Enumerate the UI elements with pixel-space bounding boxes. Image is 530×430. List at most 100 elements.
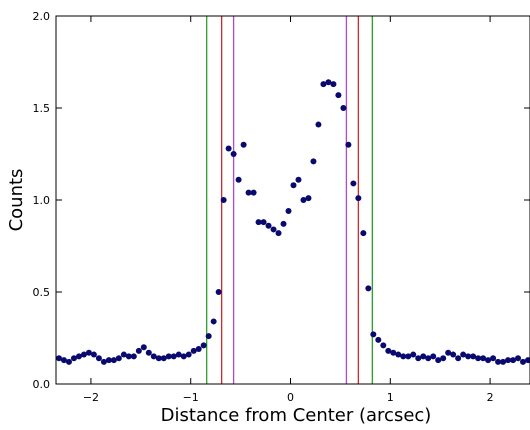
data-point	[250, 189, 257, 196]
data-point	[410, 351, 417, 358]
data-point	[490, 355, 497, 362]
data-point	[195, 346, 202, 353]
data-point	[160, 355, 167, 362]
vertical-lines	[206, 16, 373, 384]
data-point	[275, 230, 282, 237]
data-point	[65, 358, 72, 365]
x-tick-label: 1	[387, 391, 394, 404]
data-point	[460, 351, 467, 358]
data-point	[390, 349, 397, 356]
data-point	[70, 355, 77, 362]
data-point	[120, 351, 127, 358]
data-point	[375, 336, 382, 343]
data-point	[395, 351, 402, 358]
x-tick-label: 0	[287, 391, 294, 404]
data-point	[270, 226, 277, 233]
data-point	[365, 285, 372, 292]
data-point	[190, 347, 197, 354]
data-point	[475, 355, 482, 362]
data-point	[285, 208, 292, 215]
data-point	[180, 353, 187, 360]
data-point	[260, 219, 267, 226]
data-point	[495, 358, 502, 365]
data-point	[130, 353, 137, 360]
data-point	[150, 353, 157, 360]
data-point	[125, 353, 132, 360]
data-point	[280, 220, 287, 227]
data-point	[445, 349, 452, 356]
data-point	[200, 342, 207, 349]
data-point	[430, 353, 437, 360]
y-tick-label: 1.0	[33, 194, 51, 207]
data-point	[95, 355, 102, 362]
data-point	[335, 92, 342, 99]
data-point	[115, 355, 122, 362]
data-point	[210, 318, 217, 325]
data-point	[235, 176, 242, 183]
data-point	[515, 355, 522, 362]
data-point	[255, 219, 262, 226]
data-point	[220, 197, 227, 203]
data-point	[415, 355, 422, 362]
y-tick-label: 1.5	[33, 102, 51, 115]
data-point	[145, 349, 152, 356]
data-point	[385, 347, 392, 354]
data-point	[350, 180, 357, 187]
data-point	[435, 357, 442, 364]
y-tick-label: 0.0	[33, 378, 51, 391]
y-tick-label: 2.0	[33, 10, 51, 23]
data-point	[240, 141, 247, 148]
data-point	[520, 358, 527, 365]
data-point	[470, 353, 477, 360]
data-point	[330, 81, 337, 88]
data-point	[140, 344, 147, 351]
data-point	[305, 195, 312, 202]
data-point	[420, 353, 427, 360]
x-tick-label: −2	[83, 391, 99, 404]
data-point	[510, 357, 517, 364]
data-point	[155, 355, 162, 362]
y-axis-label: Counts	[6, 169, 27, 232]
data-point	[320, 81, 327, 88]
data-point	[205, 333, 212, 340]
axis-ticks: −2 −1 0 1 2 0.0 0.5 1.0 1.5 2.0	[33, 10, 530, 404]
data-points	[55, 79, 530, 365]
data-point	[135, 347, 142, 354]
data-point	[325, 79, 332, 86]
data-point	[505, 357, 512, 364]
data-point	[265, 222, 272, 229]
data-point	[55, 355, 62, 362]
data-point	[60, 357, 67, 364]
x-tick-label: −1	[183, 391, 199, 404]
data-point	[185, 351, 192, 358]
data-point	[500, 358, 507, 365]
data-point	[485, 357, 492, 364]
data-point	[380, 342, 387, 349]
x-tick-label: 2	[487, 391, 494, 404]
data-point	[105, 357, 112, 364]
data-point	[170, 353, 177, 360]
data-point	[175, 351, 182, 358]
data-point	[75, 353, 82, 360]
data-point	[230, 151, 237, 157]
data-point	[450, 351, 457, 358]
data-point	[370, 331, 377, 338]
data-point	[465, 353, 472, 360]
data-point	[90, 351, 97, 358]
data-point	[480, 355, 487, 362]
data-point	[360, 230, 367, 237]
data-point	[345, 141, 352, 148]
data-point	[165, 353, 172, 360]
y-tick-label: 0.5	[33, 286, 51, 299]
data-point	[295, 176, 302, 183]
data-point	[425, 355, 432, 362]
data-point	[290, 182, 297, 189]
data-point	[80, 351, 87, 358]
data-point	[245, 189, 252, 196]
data-point	[110, 357, 117, 364]
data-point	[340, 105, 347, 111]
data-point	[455, 355, 462, 362]
data-point	[225, 145, 232, 152]
data-point	[85, 349, 92, 356]
